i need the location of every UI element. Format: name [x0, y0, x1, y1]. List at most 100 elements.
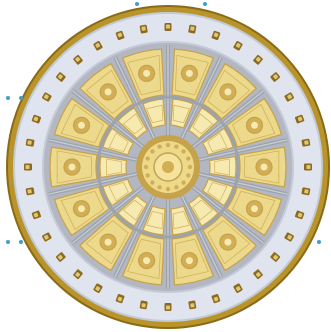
panel-recess — [231, 103, 276, 144]
rib-highlight — [199, 173, 288, 195]
panel-recess — [207, 181, 228, 202]
ring-coffer — [284, 232, 294, 242]
rosette-center — [224, 238, 232, 246]
oculus-bead — [174, 144, 179, 149]
ring-coffer-highlight — [304, 140, 309, 145]
marker-dot — [203, 2, 207, 6]
central-oculus — [136, 135, 200, 199]
rosette-center — [143, 257, 151, 265]
ring-coffer-highlight — [304, 189, 309, 194]
ring-coffer-highlight — [43, 94, 49, 100]
inner-tier-panel — [187, 194, 219, 227]
oculus-bead — [181, 180, 186, 185]
marker-dot — [19, 96, 23, 100]
rib-highlight — [72, 186, 144, 244]
ring-coffer-highlight — [273, 254, 279, 260]
rosette-center — [185, 257, 193, 265]
ring-coffer-highlight — [306, 165, 311, 169]
rosette-center — [78, 121, 85, 129]
rib-highlight — [192, 186, 264, 244]
marker-dot — [19, 240, 23, 244]
ring-coffer — [93, 283, 103, 293]
panel-recess — [122, 199, 144, 221]
panel-recess — [60, 103, 105, 144]
ring-coffer — [294, 114, 305, 124]
ring-coffer-highlight — [213, 296, 219, 302]
panel-recess — [108, 181, 129, 202]
ring-coffer — [284, 92, 294, 102]
ring-coffer-highlight — [255, 272, 261, 278]
ring-coffer — [253, 54, 263, 65]
oculus-bead — [165, 142, 171, 148]
rib-highlight — [192, 90, 264, 148]
dome-ribs — [48, 45, 288, 289]
ring-coffer — [55, 252, 66, 262]
rib-highlight — [48, 139, 137, 161]
rosette-center — [143, 69, 151, 77]
rib-highlight — [181, 56, 222, 139]
panel-recess — [192, 113, 214, 135]
ring-coffer-highlight — [117, 32, 123, 38]
ring-coffer — [270, 252, 281, 262]
panel-recess — [192, 199, 214, 221]
ring-coffer — [253, 269, 263, 280]
ring-coffer-highlight — [57, 254, 63, 260]
rosette-center — [251, 205, 258, 213]
rosette-center — [185, 69, 193, 77]
ring-coffer — [139, 300, 148, 310]
ring-coffer — [294, 210, 305, 220]
ring-coffer-highlight — [166, 24, 170, 29]
inner-tier-panel — [208, 155, 237, 179]
marker-dot — [6, 240, 10, 244]
rosette-center — [251, 121, 258, 129]
ring-coffer-highlight — [297, 116, 303, 122]
oculus-bead — [150, 149, 155, 154]
rosette-center — [104, 88, 112, 96]
panel-recess — [127, 54, 162, 96]
ring-rib — [96, 95, 240, 239]
marker-dot — [135, 2, 139, 6]
ring-coffer-highlight — [273, 74, 279, 80]
panel-recess — [174, 238, 209, 280]
ring-coffer-highlight — [213, 32, 219, 38]
rib-highlight — [181, 195, 222, 278]
ring-coffer-highlight — [166, 305, 170, 310]
panel-recess — [172, 104, 191, 124]
ring-coffer-highlight — [287, 94, 293, 100]
panel-recess — [85, 219, 129, 265]
panel-rosettes — [63, 64, 273, 270]
panel-recess — [60, 190, 105, 231]
oculus-bead — [145, 156, 150, 161]
ring-coffer-highlight — [33, 212, 39, 218]
panel-recess — [214, 158, 230, 176]
ring-coffer — [115, 30, 125, 41]
oculus-bead — [181, 149, 186, 154]
rib-highlight — [114, 195, 155, 278]
oculus-bead — [157, 185, 162, 190]
oculus-bead — [145, 173, 150, 178]
ring-coffer — [270, 72, 281, 82]
oculus-bead — [174, 185, 179, 190]
ring-coffer — [31, 210, 42, 220]
panel-recess — [122, 113, 144, 135]
ring-coffer — [25, 138, 35, 147]
inner-tier-panel — [187, 107, 219, 140]
rib-highlight — [114, 56, 155, 139]
panel-recess — [145, 210, 164, 230]
ring-coffer-highlight — [27, 189, 32, 194]
ring-coffer-highlight — [25, 165, 30, 169]
oculus-bead — [186, 156, 191, 161]
panel-recess — [207, 132, 228, 153]
ring-coffer-highlight — [190, 303, 195, 308]
ring-coffer — [188, 24, 197, 34]
marker-dot — [317, 240, 321, 244]
inner-tier-panel — [117, 194, 149, 227]
inner-tier-panel — [99, 155, 128, 179]
panel-recess — [207, 219, 251, 265]
oculus-bead — [187, 164, 193, 170]
ring-coffer — [304, 163, 312, 171]
panel-recess — [207, 69, 251, 115]
ring-coffer — [55, 72, 66, 82]
ring-coffer-highlight — [297, 212, 303, 218]
ring-coffer — [31, 114, 42, 124]
